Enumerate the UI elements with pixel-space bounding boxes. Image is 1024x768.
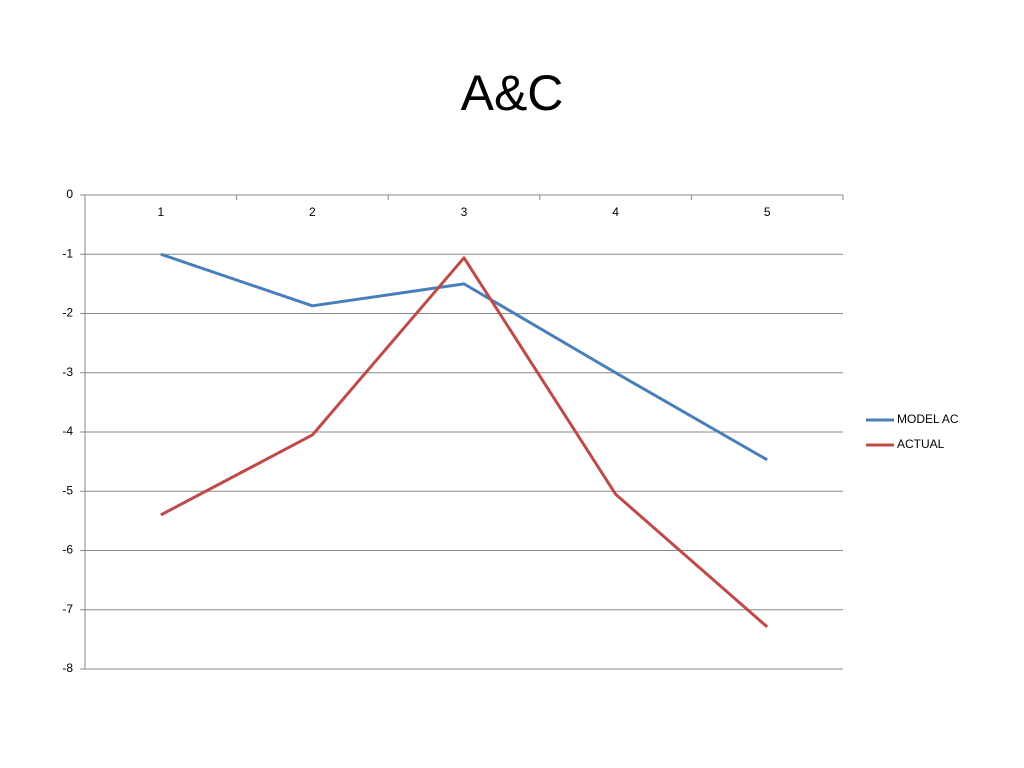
legend-label: MODEL AC (897, 412, 959, 426)
y-tick-label: -4 (62, 424, 73, 438)
x-tick-label: 5 (764, 205, 771, 219)
y-tick-label: -6 (62, 543, 73, 557)
x-tick-label: 1 (157, 205, 164, 219)
y-tick-label: -5 (62, 483, 73, 497)
y-tick-label: -2 (62, 306, 73, 320)
x-tick-label: 2 (309, 205, 316, 219)
y-tick-label: -3 (62, 365, 73, 379)
y-tick-label: 0 (66, 187, 73, 201)
x-tick-label: 3 (461, 205, 468, 219)
legend-label: ACTUAL (897, 437, 945, 451)
y-tick-label: -7 (62, 602, 73, 616)
series-line (160, 252, 768, 462)
chart-title: A&C (461, 65, 564, 121)
x-tick-label: 4 (612, 205, 619, 219)
series-line (160, 256, 769, 629)
y-tick-label: -1 (62, 246, 73, 260)
y-tick-label: -8 (62, 661, 73, 675)
